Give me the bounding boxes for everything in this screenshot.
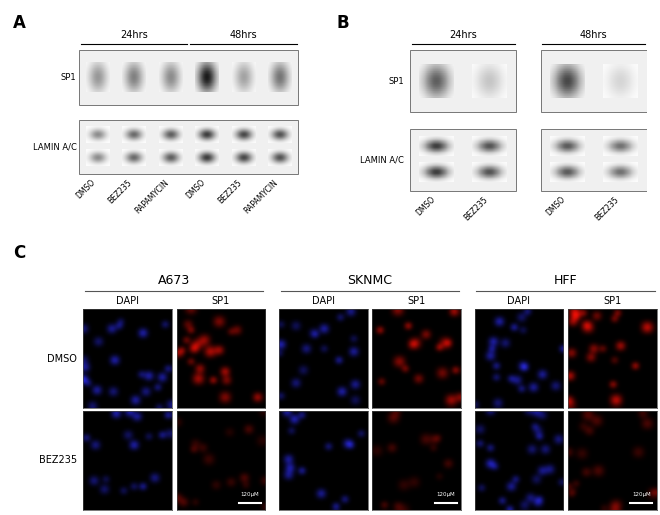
Text: DMSO: DMSO xyxy=(414,195,436,217)
Text: RAPAMYCIN: RAPAMYCIN xyxy=(243,178,280,216)
Text: DMSO: DMSO xyxy=(544,195,567,217)
Text: DMSO: DMSO xyxy=(184,178,207,201)
Text: BEZ235: BEZ235 xyxy=(593,195,620,222)
Bar xyxy=(410,129,516,191)
Text: DMSO: DMSO xyxy=(75,178,98,201)
Bar xyxy=(541,129,647,191)
Text: SP1: SP1 xyxy=(61,73,77,82)
Text: 48hrs: 48hrs xyxy=(580,30,607,40)
Text: C: C xyxy=(13,244,26,262)
Text: SP1: SP1 xyxy=(388,77,404,86)
Text: LAMIN A/C: LAMIN A/C xyxy=(360,155,404,164)
Text: 24hrs: 24hrs xyxy=(120,30,148,40)
Text: BEZ235: BEZ235 xyxy=(216,178,244,205)
Bar xyxy=(79,50,298,105)
Text: 120μM: 120μM xyxy=(632,492,651,497)
Text: DMSO: DMSO xyxy=(47,354,77,364)
Text: DAPI: DAPI xyxy=(508,297,531,306)
Text: DAPI: DAPI xyxy=(116,297,139,306)
Text: DAPI: DAPI xyxy=(312,297,335,306)
Text: 48hrs: 48hrs xyxy=(230,30,257,40)
Text: SP1: SP1 xyxy=(408,297,426,306)
Text: BEZ235: BEZ235 xyxy=(107,178,134,205)
Text: RAPAMYCIN: RAPAMYCIN xyxy=(133,178,170,216)
Text: 120μM: 120μM xyxy=(436,492,455,497)
Text: B: B xyxy=(337,14,349,32)
Text: BEZ235: BEZ235 xyxy=(463,195,490,222)
Text: LAMIN A/C: LAMIN A/C xyxy=(33,143,77,151)
Text: SKNMC: SKNMC xyxy=(347,274,393,287)
Text: BEZ235: BEZ235 xyxy=(39,455,77,465)
Bar xyxy=(79,120,298,174)
Text: SP1: SP1 xyxy=(212,297,230,306)
Bar xyxy=(541,50,647,112)
Bar xyxy=(410,50,516,112)
Text: 24hrs: 24hrs xyxy=(449,30,477,40)
Text: HFF: HFF xyxy=(554,274,578,287)
Text: A: A xyxy=(13,14,26,32)
Text: A673: A673 xyxy=(158,274,190,287)
Text: SP1: SP1 xyxy=(603,297,622,306)
Text: 120μM: 120μM xyxy=(240,492,259,497)
